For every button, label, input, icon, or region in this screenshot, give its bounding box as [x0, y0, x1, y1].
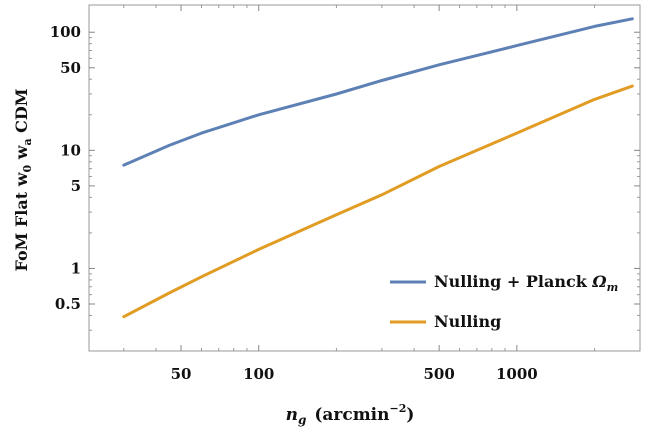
x-tick-label: 100 — [243, 365, 274, 383]
y-axis-title: FoM Flat w0 wa CDM — [12, 88, 34, 271]
legend-label-nulling: Nulling — [434, 312, 501, 331]
plot-frame — [88, 4, 641, 352]
x-axis-title: ng (arcmin−2) — [286, 402, 415, 427]
y-tick-label: 0.5 — [55, 295, 81, 313]
y-tick-label: 10 — [60, 141, 81, 159]
axis-ticks: 50 100 500 1000 0.5 1 5 10 50 100 — [50, 5, 641, 383]
y-tick-label: 50 — [60, 59, 81, 77]
series-line-nulling-planck — [122, 17, 634, 167]
y-tick-label: 1 — [71, 259, 81, 277]
y-tick-label: 100 — [50, 23, 81, 41]
series-lines — [122, 17, 634, 319]
legend-label-nulling-planck: Nulling + Planck Ωm — [434, 272, 618, 294]
series-line-nulling — [122, 84, 634, 319]
x-tick-label: 500 — [423, 365, 454, 383]
y-tick-label: 5 — [71, 177, 81, 195]
x-tick-label: 1000 — [496, 365, 538, 383]
legend: Nulling + Planck Ωm Nulling — [390, 272, 618, 331]
x-tick-label: 50 — [171, 365, 192, 383]
